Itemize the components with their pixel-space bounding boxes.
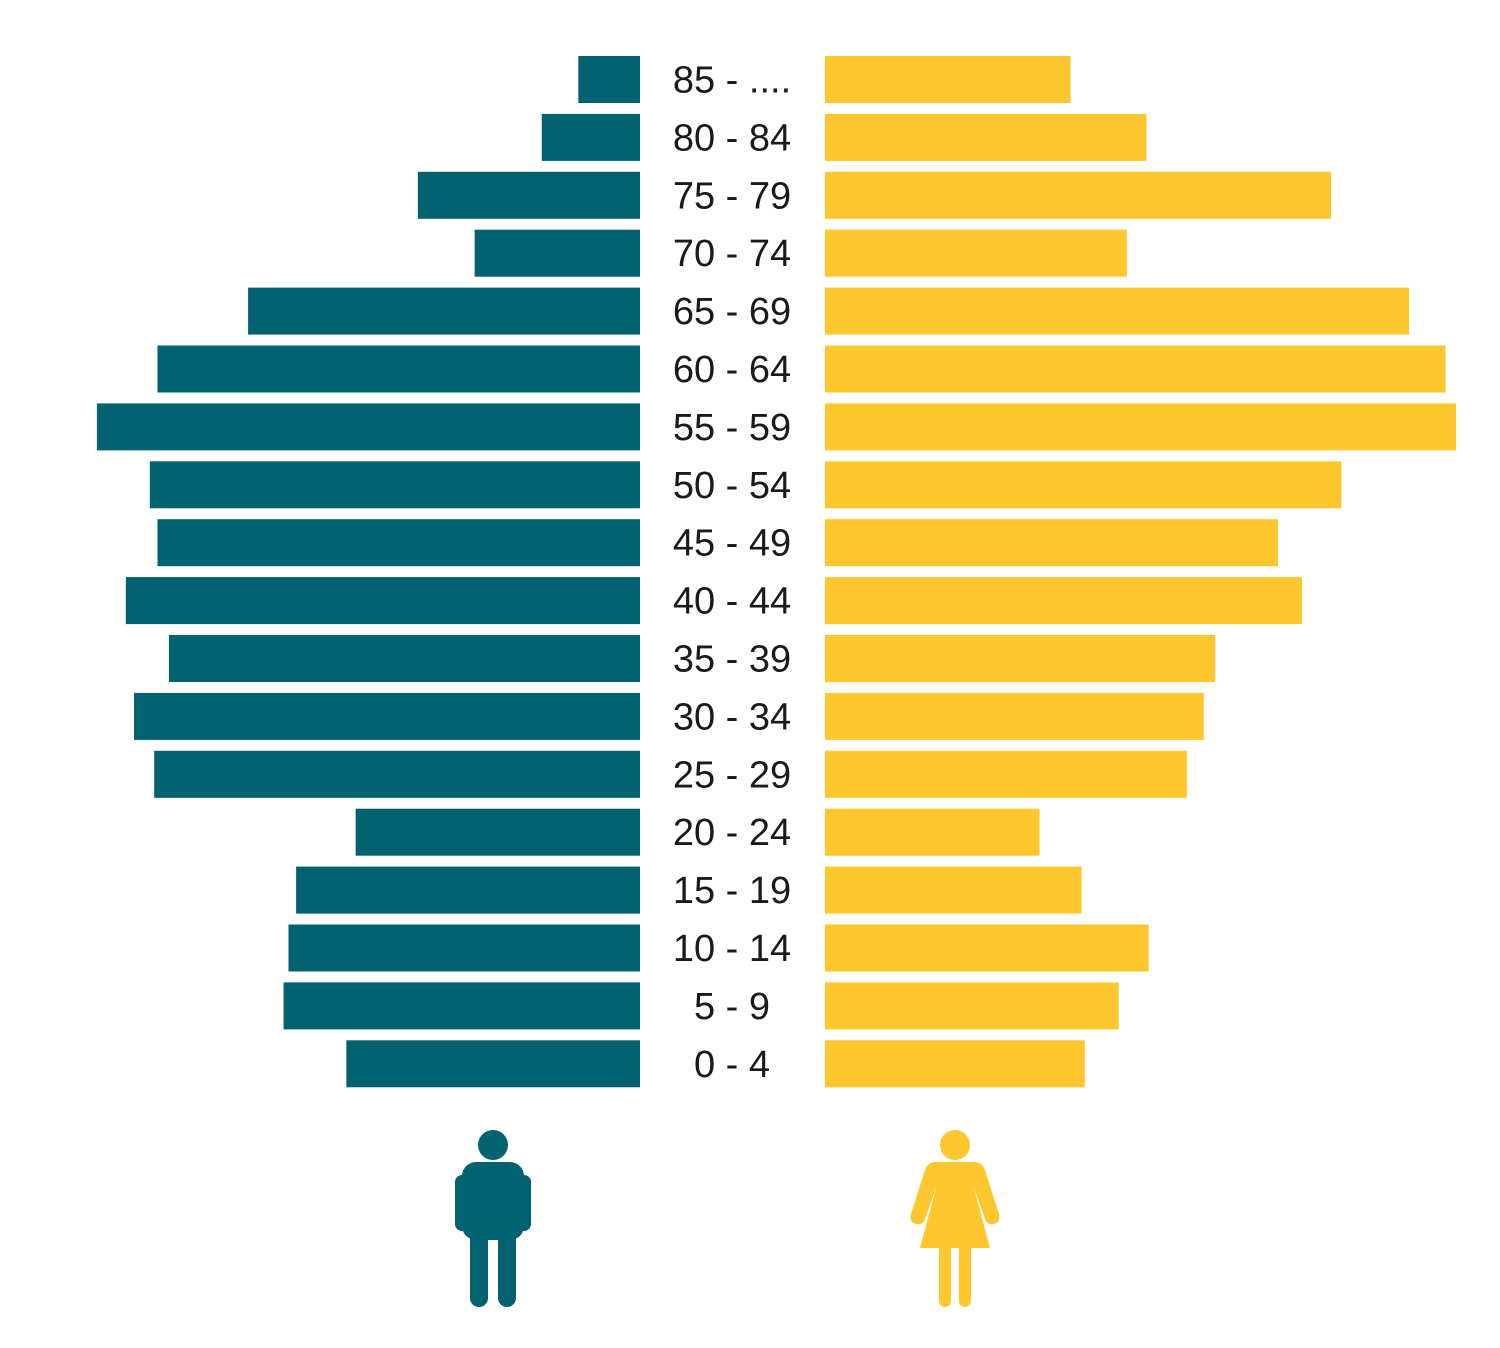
male-bar-17 xyxy=(346,1040,640,1088)
male-bar-8 xyxy=(157,519,640,567)
male-bar-12 xyxy=(154,750,641,798)
age-label-3: 70 - 74 xyxy=(673,233,791,275)
age-label-8: 45 - 49 xyxy=(673,523,791,565)
age-label-2: 75 - 79 xyxy=(673,175,791,217)
male-bar-4 xyxy=(248,287,640,335)
female-bar-0 xyxy=(825,56,1071,103)
male-bar-9 xyxy=(125,577,640,625)
female-bar-1 xyxy=(825,113,1147,161)
age-label-14: 15 - 19 xyxy=(673,870,791,912)
female-bar-12 xyxy=(825,750,1187,798)
age-label-6: 55 - 59 xyxy=(673,407,791,449)
female-figure-icon xyxy=(910,1130,1000,1307)
age-label-0: 85 - .... xyxy=(673,60,791,102)
age-group-labels: 85 - .... 80 - 84 75 - 79 70 - 74 65 - 69 60 … xyxy=(673,60,791,1086)
female-bar-10 xyxy=(825,635,1216,682)
female-bar-16 xyxy=(825,982,1119,1030)
age-label-16: 5 - 9 xyxy=(694,986,770,1028)
female-bar-15 xyxy=(825,924,1149,972)
age-label-9: 40 - 44 xyxy=(673,581,791,623)
female-bar-11 xyxy=(825,692,1204,740)
age-label-13: 20 - 24 xyxy=(673,812,791,854)
female-bar-13 xyxy=(825,808,1040,856)
male-bar-5 xyxy=(157,345,640,393)
age-label-11: 30 - 34 xyxy=(673,696,791,738)
female-bar-7 xyxy=(825,461,1342,509)
age-label-1: 80 - 84 xyxy=(673,117,791,159)
male-bar-16 xyxy=(283,982,640,1030)
female-bar-5 xyxy=(825,345,1446,393)
age-label-7: 50 - 54 xyxy=(673,465,791,507)
male-bar-1 xyxy=(541,113,640,161)
female-bar-14 xyxy=(825,866,1082,914)
female-bar-6 xyxy=(825,403,1456,451)
age-label-4: 65 - 69 xyxy=(673,291,791,333)
female-bar-2 xyxy=(825,171,1331,219)
male-figure-icon xyxy=(455,1130,531,1307)
male-bars xyxy=(96,56,641,1088)
age-label-10: 35 - 39 xyxy=(673,639,791,681)
age-label-15: 10 - 14 xyxy=(673,928,791,970)
age-label-12: 25 - 29 xyxy=(673,754,791,796)
male-bar-10 xyxy=(168,635,640,682)
male-bar-0 xyxy=(578,56,640,103)
female-bar-4 xyxy=(825,287,1410,335)
age-label-17: 0 - 4 xyxy=(694,1044,770,1086)
male-bar-15 xyxy=(288,924,640,972)
age-label-5: 60 - 64 xyxy=(673,349,791,391)
female-bar-8 xyxy=(825,519,1279,567)
female-bar-3 xyxy=(825,229,1127,277)
female-bars xyxy=(825,56,1456,1088)
male-bar-11 xyxy=(134,692,640,740)
male-bar-13 xyxy=(355,808,640,856)
male-bar-6 xyxy=(96,403,641,451)
male-bar-3 xyxy=(474,229,640,277)
male-bar-7 xyxy=(149,461,640,509)
male-bar-14 xyxy=(296,866,640,914)
female-bar-9 xyxy=(825,577,1303,625)
male-bar-2 xyxy=(417,171,640,219)
female-bar-17 xyxy=(825,1040,1085,1088)
